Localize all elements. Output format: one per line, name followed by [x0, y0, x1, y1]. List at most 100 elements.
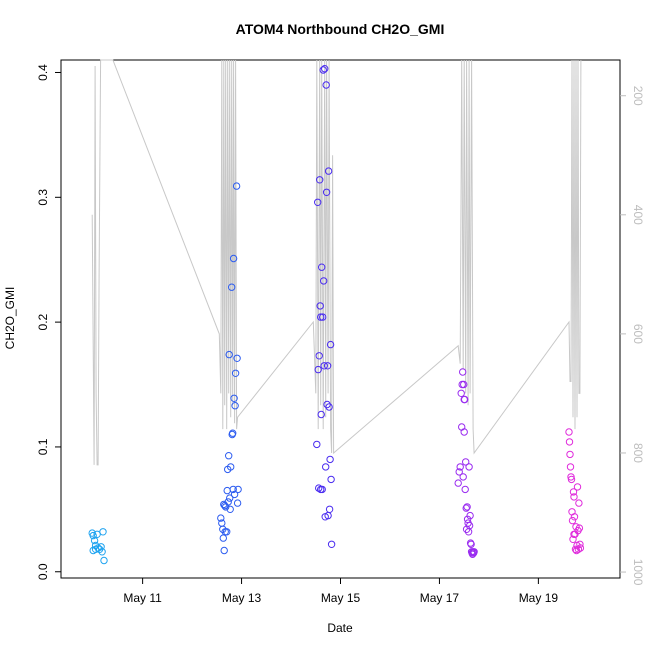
data-point [230, 394, 238, 402]
data-point [232, 182, 241, 190]
data-point [325, 505, 334, 513]
data-point [322, 188, 331, 197]
plot-frame [60, 59, 621, 579]
data-point [322, 81, 330, 89]
x-tick-label: May 11 [123, 591, 162, 605]
y-tick-label: 0.4 [36, 64, 50, 81]
x-axis-label: Date [327, 621, 353, 635]
data-point [576, 544, 585, 552]
data-point [568, 516, 577, 525]
data-point [226, 494, 234, 502]
y-tick-label: 0.3 [36, 189, 50, 206]
data-point [569, 535, 577, 543]
y-axis: 0.0 0.1 0.2 0.3 0.4 [36, 64, 61, 580]
data-point [219, 525, 227, 533]
pressure-layer [91, 59, 582, 466]
data-point [99, 528, 107, 536]
data-point [317, 313, 325, 321]
data-point [457, 389, 465, 397]
data-point [316, 176, 324, 184]
data-point [574, 545, 583, 553]
x-tick-label: May 19 [519, 591, 559, 605]
data-point [565, 428, 573, 436]
data-point [231, 369, 240, 377]
data-point [90, 536, 99, 545]
data-point [228, 283, 236, 291]
y2-tick-label: 200 [631, 86, 645, 106]
data-point [234, 485, 242, 494]
chart-title: ATOM4 Northbound CH2O_GMI [236, 21, 445, 37]
data-point [456, 463, 464, 471]
data-point [569, 488, 578, 496]
y-axis-label: CH2O_GMI [3, 287, 17, 350]
data-point [326, 455, 334, 464]
data-point [318, 263, 326, 271]
data-point [229, 429, 237, 437]
data-point [229, 254, 238, 263]
data-point [572, 523, 580, 531]
data-point [573, 483, 582, 491]
data-point [320, 362, 328, 370]
data-point [319, 313, 327, 321]
data-point [225, 350, 233, 359]
data-point [570, 493, 578, 501]
data-point [226, 505, 234, 513]
data-point [219, 534, 228, 542]
data-point [572, 546, 581, 555]
data-point [314, 198, 322, 207]
data-point [89, 531, 97, 540]
data-point [565, 438, 574, 446]
data-point [575, 499, 583, 507]
data-point [465, 521, 474, 530]
data-point [460, 380, 468, 389]
data-point [231, 402, 239, 410]
data-point [567, 475, 576, 484]
y-tick-label: 0.1 [36, 438, 50, 455]
data-point [459, 368, 467, 376]
data-point [462, 458, 470, 466]
data-point [314, 365, 322, 374]
pressure-profile-line [91, 59, 582, 466]
data-point [230, 490, 239, 499]
data-point [324, 167, 333, 175]
data-point [458, 380, 466, 389]
data-point [462, 504, 470, 512]
data-point [315, 352, 323, 360]
data-point [570, 513, 579, 521]
data-point [220, 546, 228, 555]
x-axis: May 11 May 13 May 15 May 17 May 19 [123, 578, 558, 605]
data-point [454, 479, 462, 487]
data-point [229, 485, 237, 494]
y-tick-label: 0.0 [36, 563, 50, 580]
data-point [466, 511, 474, 520]
data-point [316, 302, 324, 310]
data-point [89, 546, 97, 555]
x-tick-label: May 17 [420, 591, 460, 605]
data-point [460, 395, 468, 404]
data-point [465, 463, 473, 471]
data-point [100, 556, 108, 565]
data-point [566, 450, 574, 459]
data-point [319, 66, 327, 74]
y2-tick-label: 1000 [631, 559, 645, 586]
data-point [576, 540, 584, 548]
data-point [221, 528, 229, 536]
data-point [227, 463, 235, 471]
data-point [455, 468, 463, 476]
data-point [467, 540, 475, 548]
data-point [317, 410, 325, 419]
data-point [315, 484, 323, 492]
data-point [575, 524, 584, 532]
y2-tick-label: 800 [631, 443, 645, 463]
data-point [217, 514, 225, 522]
x-tick-label: May 13 [222, 591, 262, 605]
data-point [571, 545, 580, 553]
y2-axis: 200 400 600 800 1000 [620, 86, 645, 586]
y-tick-label: 0.2 [36, 313, 50, 330]
data-point [325, 403, 333, 411]
data-point [320, 277, 328, 285]
data-point [224, 498, 232, 506]
y2-tick-label: 400 [631, 205, 645, 225]
y2-tick-label: 600 [631, 324, 645, 344]
